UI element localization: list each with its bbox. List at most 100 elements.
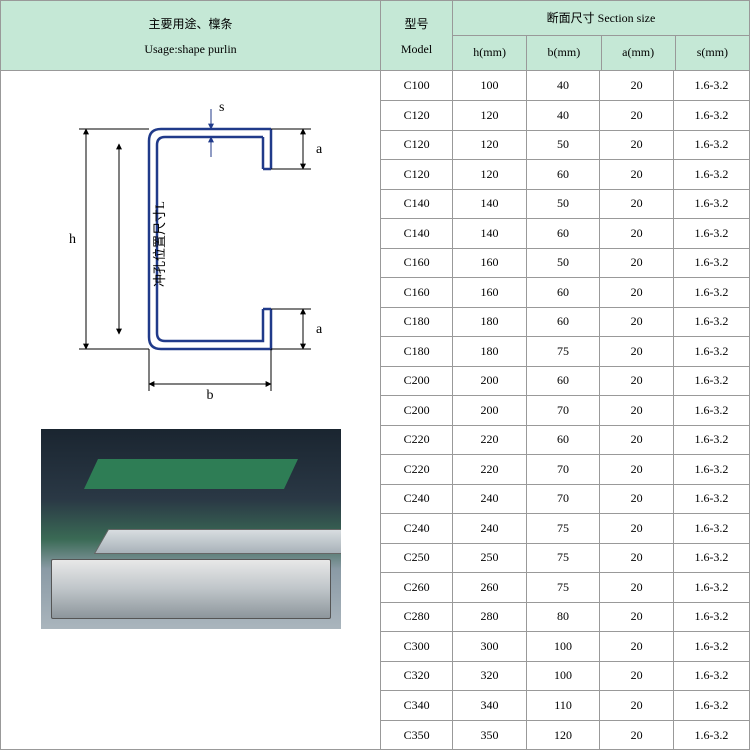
cell-model: C220 [381,455,453,485]
cell-s: 1.6-3.2 [673,573,749,603]
cell-model: C340 [381,691,453,721]
cell-s: 1.6-3.2 [673,514,749,544]
usage-header: 主要用途、檁条 Usage:shape purlin [1,1,380,71]
cell-h: 340 [453,691,527,721]
cell-b: 60 [526,219,600,249]
model-header-line2: Model [401,42,432,57]
table-row: C24024075201.6-3.2 [381,514,749,544]
cell-a: 20 [600,514,674,544]
table-row: C12012050201.6-3.2 [381,130,749,160]
table-row: C18018075201.6-3.2 [381,337,749,367]
cell-a: 20 [600,425,674,455]
cell-h: 350 [453,720,527,749]
table-row: C14014060201.6-3.2 [381,219,749,249]
col-header-s: s(mm) [676,36,749,71]
cell-a: 20 [600,130,674,160]
cell-h: 300 [453,632,527,662]
model-header-line1: 型号 [404,15,428,32]
cell-model: C240 [381,484,453,514]
cell-a: 20 [600,366,674,396]
cell-model: C180 [381,337,453,367]
cell-model: C320 [381,661,453,691]
cell-b: 50 [526,130,600,160]
cell-b: 70 [526,484,600,514]
usage-header-line1: 主要用途、檁条 [148,15,232,32]
cell-h: 200 [453,396,527,426]
cell-b: 120 [526,720,600,749]
cell-s: 1.6-3.2 [673,602,749,632]
cell-model: C180 [381,307,453,337]
cell-model: C350 [381,720,453,749]
cell-h: 320 [453,661,527,691]
cell-model: C160 [381,278,453,308]
cell-model: C140 [381,219,453,249]
cell-s: 1.6-3.2 [673,366,749,396]
cell-model: C260 [381,573,453,603]
cell-s: 1.6-3.2 [673,278,749,308]
section-header-title: 断面尺寸 Section size [453,1,749,36]
cell-h: 220 [453,425,527,455]
table-row: C10010040201.6-3.2 [381,71,749,101]
dim-h-label: h [69,232,76,247]
cell-h: 140 [453,189,527,219]
cell-model: C200 [381,366,453,396]
table-row: C320320100201.6-3.2 [381,661,749,691]
cell-a: 20 [600,720,674,749]
dim-s-label: s [219,100,224,115]
cell-h: 250 [453,543,527,573]
cell-a: 20 [600,219,674,249]
usage-header-line2: Usage:shape purlin [144,42,236,57]
cell-model: C120 [381,130,453,160]
cell-model: C250 [381,543,453,573]
table-row: C350350120201.6-3.2 [381,720,749,749]
cell-s: 1.6-3.2 [673,101,749,131]
cell-h: 120 [453,130,527,160]
cell-s: 1.6-3.2 [673,543,749,573]
table-row: C340340110201.6-3.2 [381,691,749,721]
cell-b: 60 [526,160,600,190]
cell-s: 1.6-3.2 [673,337,749,367]
table-row: C12012060201.6-3.2 [381,160,749,190]
cell-model: C120 [381,101,453,131]
product-photo [41,429,341,629]
cell-s: 1.6-3.2 [673,396,749,426]
cell-h: 140 [453,219,527,249]
cell-s: 1.6-3.2 [673,425,749,455]
dim-a-bot-label: a [316,322,323,337]
cell-h: 240 [453,484,527,514]
cell-a: 20 [600,632,674,662]
cell-h: 220 [453,455,527,485]
cell-b: 100 [526,632,600,662]
table-row: C14014050201.6-3.2 [381,189,749,219]
cell-h: 240 [453,514,527,544]
cell-b: 70 [526,455,600,485]
cell-s: 1.6-3.2 [673,71,749,101]
cell-model: C300 [381,632,453,662]
cell-b: 50 [526,189,600,219]
cell-s: 1.6-3.2 [673,248,749,278]
cell-a: 20 [600,661,674,691]
col-header-h: h(mm) [453,36,527,71]
cell-model: C200 [381,396,453,426]
cell-a: 20 [600,543,674,573]
cell-model: C240 [381,514,453,544]
dim-a-top-label: a [316,142,323,157]
cell-h: 200 [453,366,527,396]
cell-a: 20 [600,160,674,190]
cell-s: 1.6-3.2 [673,219,749,249]
cell-a: 20 [600,307,674,337]
cell-b: 40 [526,71,600,101]
table-row: C28028080201.6-3.2 [381,602,749,632]
table-row: C16016060201.6-3.2 [381,278,749,308]
cell-b: 75 [526,543,600,573]
col-header-a: a(mm) [602,36,676,71]
cell-a: 20 [600,396,674,426]
table-row: C12012040201.6-3.2 [381,101,749,131]
cell-b: 50 [526,248,600,278]
table-row: C26026075201.6-3.2 [381,573,749,603]
table-row: C18018060201.6-3.2 [381,307,749,337]
cell-a: 20 [600,337,674,367]
cell-b: 80 [526,602,600,632]
cell-s: 1.6-3.2 [673,455,749,485]
cell-b: 75 [526,337,600,367]
